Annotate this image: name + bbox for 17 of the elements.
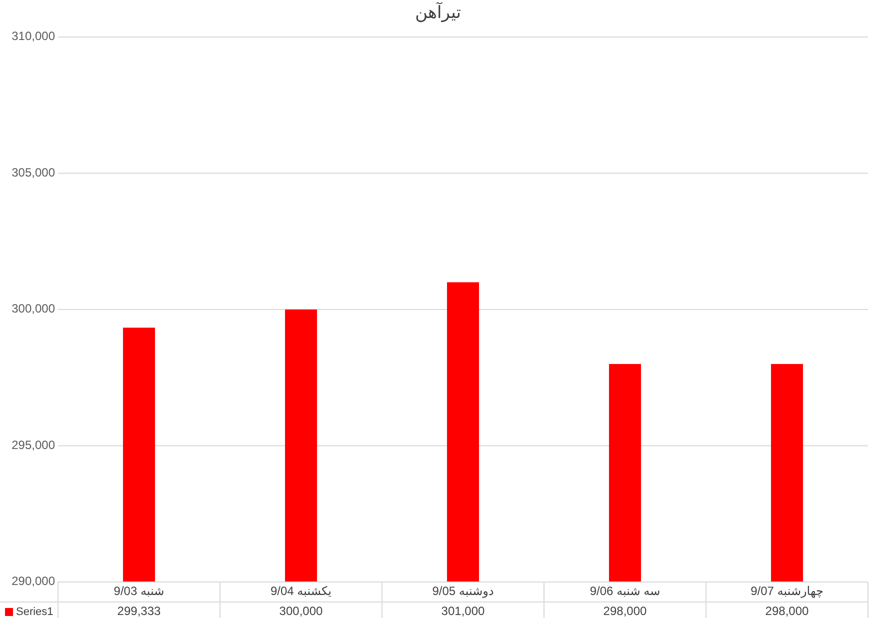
x-tick-label: شنبه 9/03 bbox=[114, 584, 164, 598]
data-label: 298,000 bbox=[603, 604, 648, 618]
x-tick-label: سه شنبه 9/06 bbox=[590, 584, 660, 598]
x-tick-label: چهارشنبه 9/07 bbox=[750, 584, 824, 598]
y-tick-label: 295,000 bbox=[12, 438, 56, 452]
legend-label: Series1 bbox=[16, 606, 54, 618]
data-label: 301,000 bbox=[441, 604, 486, 618]
chart-title: تیرآهن bbox=[415, 2, 462, 23]
y-tick-label: 290,000 bbox=[12, 574, 56, 588]
y-tick-label: 310,000 bbox=[12, 29, 56, 44]
y-tick-label: 300,000 bbox=[12, 302, 56, 316]
x-tick-label: یکشنبه 9/04 bbox=[270, 584, 332, 598]
data-label: 299,333 bbox=[117, 604, 162, 618]
data-label: 298,000 bbox=[765, 604, 810, 618]
y-tick-label: 305,000 bbox=[12, 165, 56, 180]
x-tick-label: دوشنبه 9/05 bbox=[432, 584, 494, 598]
data-label: 300,000 bbox=[279, 604, 324, 618]
